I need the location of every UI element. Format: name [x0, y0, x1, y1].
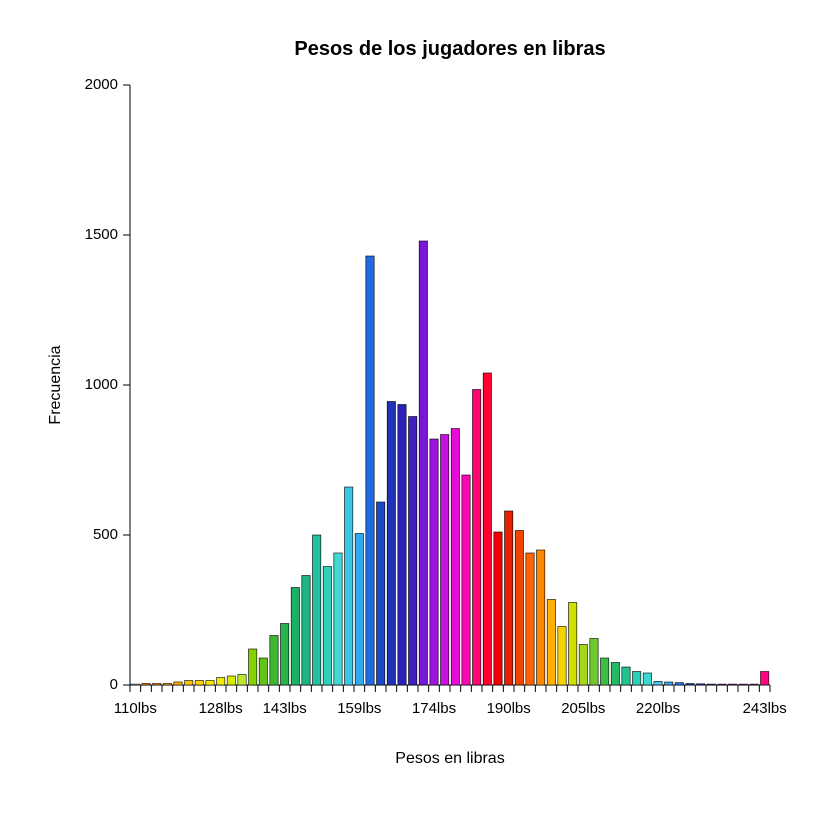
histogram-bar [611, 663, 619, 686]
histogram-bar [483, 373, 491, 685]
histogram-bar [355, 534, 363, 686]
x-tick-label: 110lbs [114, 700, 157, 717]
histogram-bar [323, 567, 331, 686]
x-tick-label: 159lbs [337, 700, 381, 717]
histogram-bar [505, 511, 513, 685]
histogram-bar [558, 627, 566, 686]
histogram-bar [441, 435, 449, 686]
histogram-bar [729, 684, 737, 685]
histogram-bar [675, 683, 683, 685]
histogram-bar [185, 681, 193, 686]
histogram-bar [174, 682, 182, 685]
histogram-bar [537, 550, 545, 685]
x-tick-label: 220lbs [636, 700, 680, 717]
histogram-bar [377, 502, 385, 685]
histogram-bar [302, 576, 310, 686]
histogram-bar [761, 672, 769, 686]
y-tick-label: 0 [110, 676, 118, 693]
histogram-bar [579, 645, 587, 686]
histogram-bar [163, 684, 171, 686]
histogram-bar [409, 417, 417, 686]
histogram-bar [217, 678, 225, 686]
histogram-bar [131, 684, 139, 685]
histogram-bar [707, 684, 715, 685]
x-tick-label: 190lbs [487, 700, 531, 717]
histogram-bar [665, 682, 673, 685]
y-axis-label: Frecuencia [47, 345, 64, 424]
histogram-bar [750, 684, 758, 685]
histogram-bar [473, 390, 481, 686]
histogram-bar [238, 675, 246, 686]
x-tick-label: 205lbs [561, 700, 605, 717]
histogram-bar [654, 681, 662, 685]
histogram-bar [569, 603, 577, 686]
histogram-bar [430, 439, 438, 685]
histogram-bar [515, 531, 523, 686]
histogram-bar [249, 649, 257, 685]
histogram-bar [633, 672, 641, 686]
histogram-bar [462, 475, 470, 685]
histogram-bar [494, 532, 502, 685]
histogram-bar [398, 405, 406, 686]
histogram-bar [291, 588, 299, 686]
histogram-bar [142, 684, 150, 686]
y-tick-label: 1500 [85, 226, 118, 243]
histogram-bar [718, 684, 726, 685]
histogram-bar [547, 600, 555, 686]
histogram-bar [622, 667, 630, 685]
histogram-bar [643, 673, 651, 685]
histogram-bar [270, 636, 278, 686]
histogram-bar [259, 658, 267, 685]
x-axis-label: Pesos en libras [395, 750, 504, 767]
histogram-bar [601, 658, 609, 685]
histogram-bar [686, 684, 694, 686]
x-tick-label: 128lbs [199, 700, 243, 717]
x-tick-label: 174lbs [412, 700, 456, 717]
histogram-bar [227, 676, 235, 685]
histogram-bar [590, 639, 598, 686]
histogram-bar [387, 402, 395, 686]
chart-svg: Pesos de los jugadores en libras 0 500 1000… [0, 0, 840, 840]
histogram-bar [526, 553, 534, 685]
histogram-bar [345, 487, 353, 685]
x-tick-label: 143lbs [263, 700, 307, 717]
histogram-bar [153, 684, 161, 686]
histogram-bar [206, 681, 214, 686]
histogram-bar [281, 624, 289, 686]
histogram-chart: Pesos de los jugadores en libras 0 500 1000… [0, 0, 840, 840]
histogram-bar [739, 684, 747, 685]
histogram-bar [697, 684, 705, 685]
histogram-bar [366, 256, 374, 685]
histogram-bar [313, 535, 321, 685]
histogram-bar [195, 681, 203, 686]
histogram-bar [451, 429, 459, 686]
histogram-bar [334, 553, 342, 685]
y-tick-label: 500 [93, 526, 118, 543]
x-tick-label: 243lbs [743, 700, 787, 717]
y-tick-label: 1000 [85, 376, 118, 393]
chart-title: Pesos de los jugadores en libras [294, 38, 605, 60]
y-tick-label: 2000 [85, 76, 118, 93]
histogram-bar [419, 241, 427, 685]
